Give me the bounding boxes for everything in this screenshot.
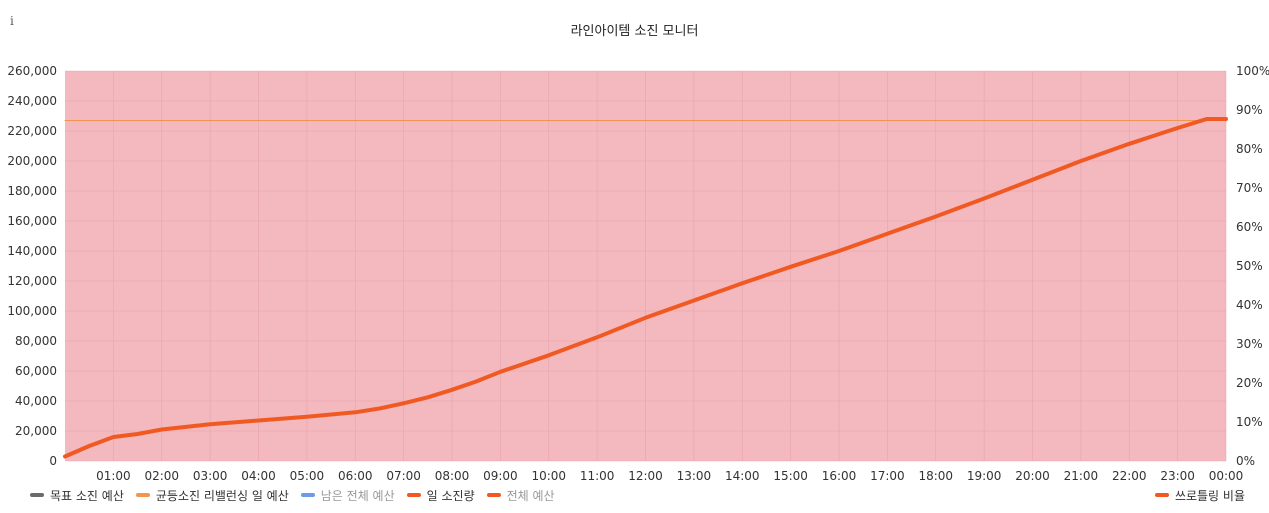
x-tick-label: 01:00 xyxy=(96,469,131,483)
chart-title: 라인아이템 소진 모니터 xyxy=(570,24,699,39)
y-right-tick-label: 80% xyxy=(1236,142,1263,156)
info-icon[interactable]: i xyxy=(10,14,14,28)
y-left-tick-label: 80,000 xyxy=(15,334,57,348)
y-left-tick-label: 60,000 xyxy=(15,364,57,378)
y-right-tick-label: 50% xyxy=(1236,259,1263,273)
x-tick-label: 21:00 xyxy=(1064,469,1099,483)
axis-labels-layer: 0 20,000 40,000 60,000 80,000 100,000 120,000 1… xyxy=(7,64,1269,483)
y-right-tick-label: 60% xyxy=(1236,220,1263,234)
legend-item[interactable]: 균등소진 리밸런싱 일 예산 xyxy=(135,487,289,504)
y-left-tick-label: 240,000 xyxy=(7,94,57,108)
legend-right: 쓰로틀링 비율 xyxy=(1154,486,1257,504)
legend-swatch xyxy=(486,493,501,497)
y-right-tick-label: 100% xyxy=(1236,64,1269,78)
y-left-tick-label: 0 xyxy=(49,454,57,468)
legend-label: 전체 예산 xyxy=(506,488,555,503)
x-tick-label: 23:00 xyxy=(1160,469,1195,483)
legend-item[interactable]: 전체 예산 xyxy=(486,487,555,504)
legend-item[interactable]: 목표 소진 예산 xyxy=(30,487,124,504)
x-tick-label: 00:00 xyxy=(1209,469,1244,483)
y-left-tick-label: 140,000 xyxy=(7,244,57,258)
legend-swatch xyxy=(1154,493,1169,497)
x-tick-label: 20:00 xyxy=(1015,469,1050,483)
legend-item[interactable]: 일 소진량 xyxy=(406,487,475,504)
x-tick-label: 08:00 xyxy=(435,469,470,483)
legend-item[interactable]: 쓰로틀링 비율 xyxy=(1154,487,1245,504)
y-right-tick-label: 0% xyxy=(1236,454,1255,468)
legend-swatch xyxy=(135,493,150,497)
grid-layer xyxy=(65,70,1227,462)
legend-left: 목표 소진 예산 균등소진 리밸런싱 일 예산 남은 전체 예산 일 소진량 전체 예산 xyxy=(30,486,567,504)
legend-swatch xyxy=(30,493,44,497)
y-right-tick-label: 20% xyxy=(1236,376,1263,390)
x-tick-label: 14:00 xyxy=(725,469,760,483)
y-right-tick-label: 40% xyxy=(1236,298,1263,312)
x-tick-label: 19:00 xyxy=(967,469,1002,483)
x-tick-label: 12:00 xyxy=(628,469,663,483)
x-tick-label: 16:00 xyxy=(822,469,857,483)
x-tick-label: 11:00 xyxy=(580,469,615,483)
series-layer xyxy=(63,117,1228,459)
y-left-tick-label: 20,000 xyxy=(15,424,57,438)
legend-swatch xyxy=(300,493,315,497)
y-left-tick-label: 40,000 xyxy=(15,394,57,408)
y-right-tick-label: 70% xyxy=(1236,181,1263,195)
legend-item[interactable]: 남은 전체 예산 xyxy=(300,487,395,504)
x-tick-label: 10:00 xyxy=(531,469,566,483)
y-left-tick-label: 160,000 xyxy=(7,214,57,228)
x-tick-label: 04:00 xyxy=(241,469,276,483)
y-left-tick-label: 260,000 xyxy=(7,64,57,78)
y-left-tick-label: 200,000 xyxy=(7,154,57,168)
y-left-tick-label: 120,000 xyxy=(7,274,57,288)
x-tick-label: 17:00 xyxy=(870,469,905,483)
x-tick-label: 18:00 xyxy=(918,469,953,483)
y-right-tick-label: 30% xyxy=(1236,337,1263,351)
x-tick-label: 13:00 xyxy=(677,469,712,483)
y-right-tick-label: 90% xyxy=(1236,103,1263,117)
x-tick-label: 15:00 xyxy=(773,469,808,483)
legend-label: 쓰로틀링 비율 xyxy=(1174,488,1245,503)
y-left-tick-label: 100,000 xyxy=(7,304,57,318)
legend-swatch xyxy=(406,493,421,497)
daily-spend-line xyxy=(63,117,1228,459)
x-tick-label: 02:00 xyxy=(144,469,179,483)
legend-label: 균등소진 리밸런싱 일 예산 xyxy=(155,488,289,503)
x-tick-label: 22:00 xyxy=(1112,469,1147,483)
y-right-tick-label: 10% xyxy=(1236,415,1263,429)
y-left-tick-label: 220,000 xyxy=(7,124,57,138)
x-tick-label: 09:00 xyxy=(483,469,518,483)
legend-label: 일 소진량 xyxy=(426,488,475,503)
x-tick-label: 07:00 xyxy=(386,469,421,483)
legend-label: 목표 소진 예산 xyxy=(50,488,124,503)
legend-label: 남은 전체 예산 xyxy=(320,488,395,503)
x-tick-label: 03:00 xyxy=(193,469,228,483)
y-left-tick-label: 180,000 xyxy=(7,184,57,198)
x-tick-label: 05:00 xyxy=(290,469,325,483)
x-tick-label: 06:00 xyxy=(338,469,373,483)
